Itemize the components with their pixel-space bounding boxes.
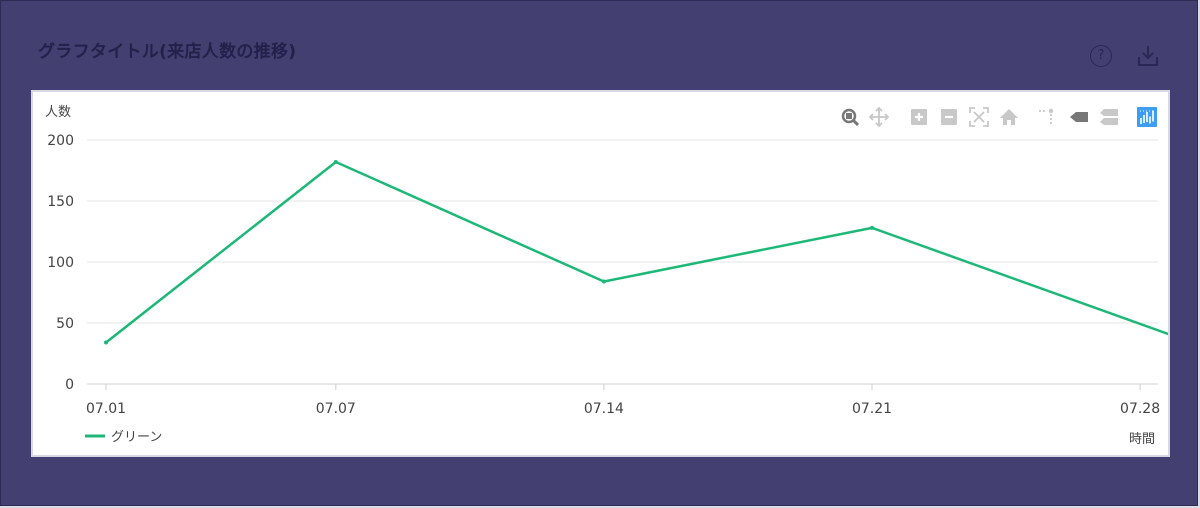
- x-axis-label: 時間: [1129, 432, 1155, 447]
- line-chart[interactable]: 0 50 100 150 200 07.01 07.07 07.14 07.21 07.28 グリ…: [33, 92, 1168, 455]
- zoom-in-icon[interactable]: [911, 109, 927, 125]
- zoom-select-icon[interactable]: [841, 108, 860, 127]
- data-point[interactable]: [870, 225, 874, 230]
- y-tick-label: 50: [56, 316, 74, 332]
- zoom-out-icon[interactable]: [941, 109, 957, 125]
- x-tick-label: 07.28: [1120, 401, 1160, 417]
- data-point[interactable]: [333, 159, 338, 164]
- plotly-logo-icon[interactable]: [1137, 107, 1157, 127]
- panel-title: グラフタイトル(来店人数の推移): [38, 42, 297, 62]
- series-line[interactable]: [105, 160, 1168, 344]
- question-circle-icon[interactable]: ?: [1090, 45, 1112, 67]
- reset-axes-icon[interactable]: [1000, 109, 1018, 125]
- legend-label[interactable]: グリーン: [111, 430, 162, 445]
- download-icon[interactable]: [1135, 43, 1161, 69]
- autoscale-icon[interactable]: [969, 107, 989, 127]
- hover-closest-icon[interactable]: [1070, 112, 1088, 122]
- x-tick-label: 07.14: [584, 401, 624, 417]
- spike-lines-icon[interactable]: [1039, 108, 1054, 126]
- data-point[interactable]: [104, 340, 108, 345]
- x-tick-label: 07.21: [852, 401, 892, 417]
- y-tick-label: 100: [47, 255, 74, 271]
- x-tick-label: 07.07: [316, 401, 356, 417]
- pan-icon[interactable]: [868, 106, 890, 128]
- y-tick-label: 0: [65, 377, 74, 393]
- x-tick-label: 07.01: [86, 401, 126, 417]
- y-axis-label: 人数: [45, 105, 71, 120]
- chart-card: 0 50 100 150 200 07.01 07.07 07.14 07.21 07.28 グリ…: [31, 90, 1170, 457]
- data-point[interactable]: [601, 279, 606, 284]
- y-tick-label: 200: [47, 133, 74, 149]
- hover-compare-icon[interactable]: [1100, 109, 1118, 125]
- y-tick-label: 150: [47, 194, 74, 210]
